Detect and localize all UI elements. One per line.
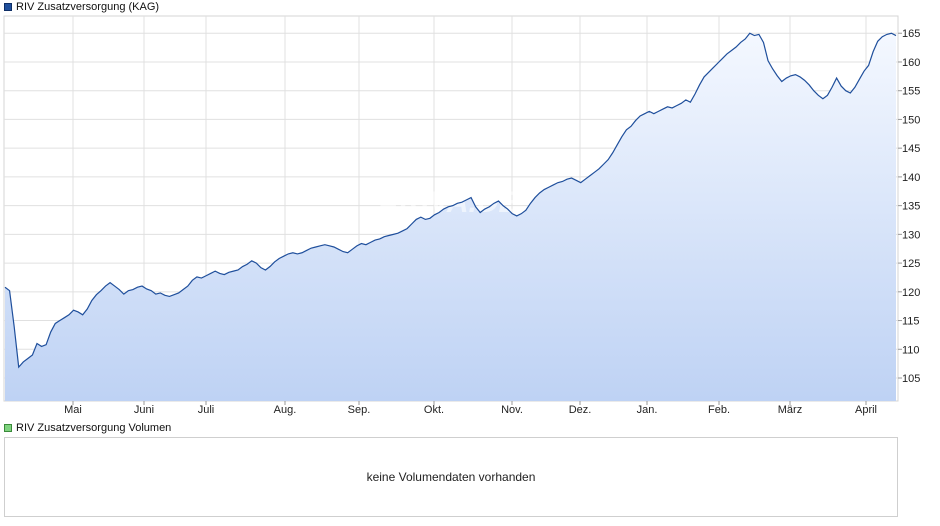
y-tick-label: 130 [902, 229, 920, 241]
x-tick-label: Juli [198, 404, 215, 416]
y-tick-label: 165 [902, 28, 920, 40]
y-tick-label: 125 [902, 258, 920, 270]
x-tick-label: März [778, 404, 802, 416]
watermark-logo: ARIVA.DE [376, 186, 519, 219]
price-line [4, 32, 897, 369]
volume-legend-label: RIV Zusatzversorgung Volumen [16, 422, 172, 434]
x-tick-label: Mai [64, 404, 82, 416]
y-tick-label: 160 [902, 57, 920, 69]
price-legend: RIV Zusatzversorgung (KAG) [4, 0, 159, 14]
price-legend-label: RIV Zusatzversorgung (KAG) [16, 1, 160, 13]
y-tick-label: 105 [902, 373, 920, 385]
no-volume-message: keine Volumendaten vorhanden [366, 470, 536, 484]
x-tick-label: Nov. [501, 404, 523, 416]
y-tick-label: 155 [902, 86, 920, 98]
y-tick-label: 140 [902, 172, 920, 184]
price-chart: ARIVA.DE 1051101151201251301351401451501… [3, 15, 920, 416]
y-tick-label: 120 [902, 287, 920, 299]
volume-legend-swatch [4, 424, 12, 432]
x-tick-label: Okt. [424, 404, 444, 416]
x-tick-label: Aug. [274, 404, 297, 416]
y-tick-label: 115 [902, 316, 920, 328]
volume-panel: keine Volumendaten vorhanden [4, 437, 898, 517]
price-legend-swatch [4, 3, 12, 11]
price-area-fill [5, 33, 896, 402]
volume-legend: RIV Zusatzversorgung Volumen [4, 421, 171, 435]
x-tick-label: Dez. [569, 404, 592, 416]
x-tick-label: Feb. [708, 404, 730, 416]
x-tick-label: April [855, 404, 877, 416]
x-axis-ticks: Mai Juni Juli Aug. Sep. Okt. Nov. Dez. Jan. Feb. M… [64, 401, 877, 416]
x-tick-label: Juni [134, 404, 154, 416]
y-tick-label: 145 [902, 143, 920, 155]
x-tick-label: Jan. [637, 404, 658, 416]
y-tick-label: 110 [902, 344, 920, 356]
y-tick-label: 135 [902, 201, 920, 213]
y-tick-label: 150 [902, 114, 920, 126]
x-tick-label: Sep. [348, 404, 371, 416]
y-axis-ticks: 105 110 115 120 125 130 135 140 145 150 155 160 165 [898, 28, 920, 385]
